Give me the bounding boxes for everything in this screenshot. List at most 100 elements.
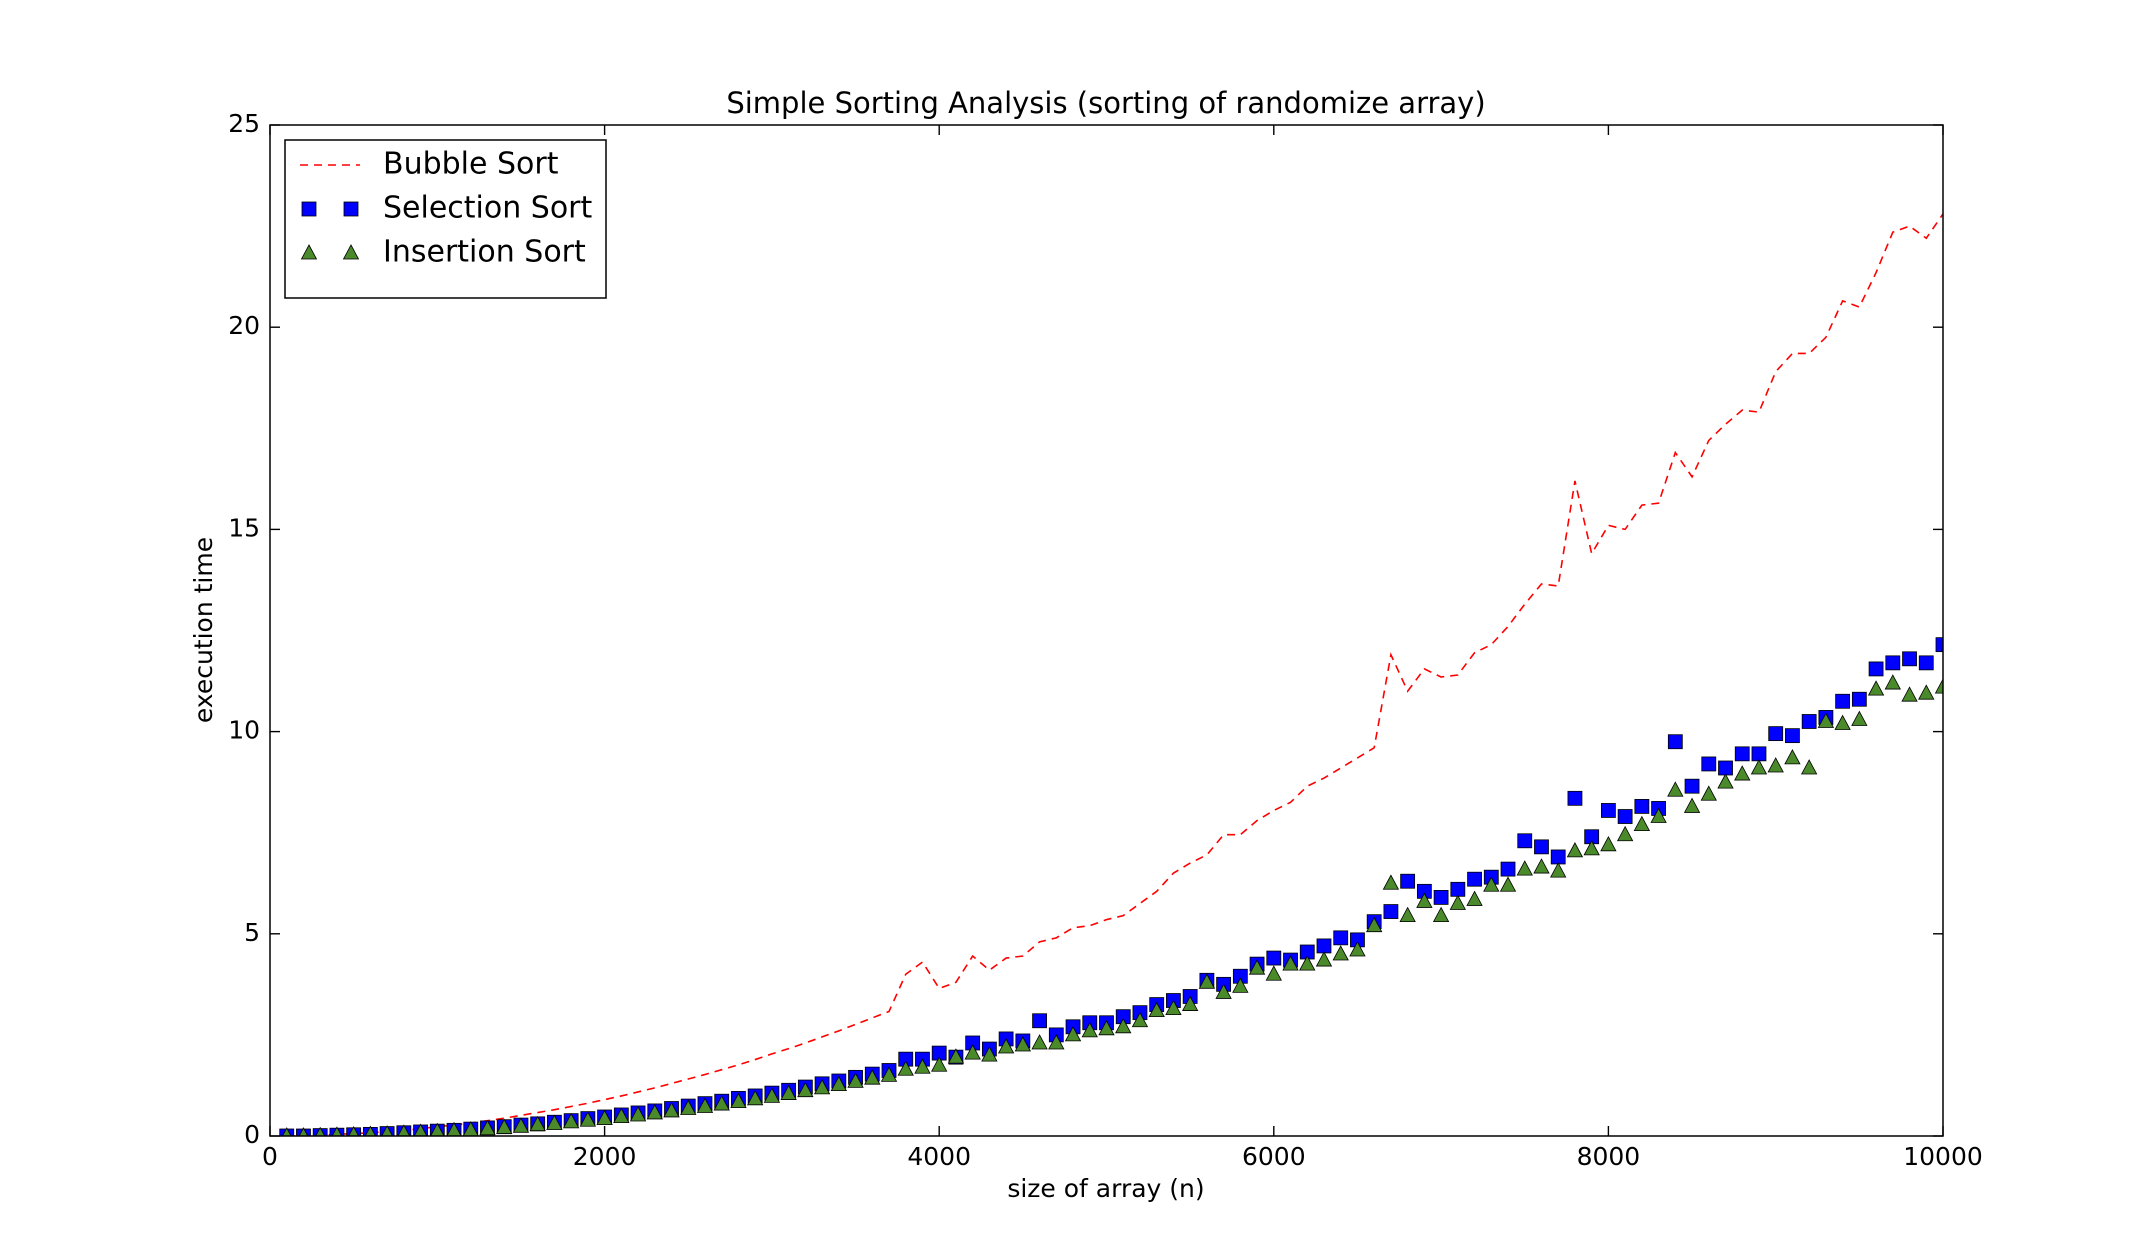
square-marker — [1450, 881, 1466, 897]
triangle-marker — [1901, 686, 1918, 702]
triangle-marker — [596, 1109, 613, 1126]
square-marker — [1684, 778, 1700, 794]
triangle-marker — [300, 244, 318, 260]
square-marker — [1885, 655, 1901, 671]
y-tick-label: 15 — [228, 513, 260, 542]
triangle-marker — [546, 1114, 563, 1130]
triangle-marker — [529, 1115, 546, 1132]
y-tick-label: 25 — [228, 109, 260, 138]
triangle-marker — [797, 1081, 814, 1098]
triangle-marker — [348, 1125, 360, 1136]
triangle-marker — [512, 1117, 530, 1133]
triangle-marker — [1633, 815, 1651, 832]
square-marker — [1433, 890, 1449, 905]
triangle-marker — [1282, 955, 1299, 971]
triangle-marker — [1817, 712, 1835, 728]
triangle-marker — [397, 1124, 411, 1136]
triangle-marker — [1884, 674, 1901, 690]
triangle-marker — [1416, 892, 1433, 908]
triangle-marker — [646, 1104, 663, 1120]
square-marker — [1902, 651, 1917, 667]
square-marker — [1634, 799, 1650, 814]
triangle-marker — [1616, 825, 1634, 842]
triangle-marker — [1516, 860, 1533, 876]
triangle-marker — [1366, 916, 1383, 933]
plot-frame — [269, 124, 1944, 1137]
triangle-marker — [1700, 785, 1717, 801]
triangle-marker — [496, 1118, 513, 1134]
triangle-marker — [1851, 710, 1868, 726]
triangle-marker — [1600, 835, 1617, 852]
triangle-marker — [1232, 977, 1249, 993]
triangle-marker — [1466, 890, 1483, 906]
triangle-marker — [847, 1072, 864, 1088]
triangle-marker — [1181, 995, 1199, 1011]
square-marker — [1617, 809, 1633, 824]
triangle-marker — [1800, 759, 1818, 775]
square-marker — [1835, 693, 1851, 709]
x-tick-label: 10000 — [1903, 1142, 1983, 1171]
triangle-marker — [1784, 749, 1801, 765]
triangle-marker — [1449, 894, 1466, 910]
square-marker — [301, 201, 317, 217]
triangle-marker — [1667, 781, 1684, 797]
triangle-marker — [1717, 773, 1734, 789]
y-tick-label: 20 — [228, 311, 260, 340]
triangle-marker — [579, 1111, 597, 1127]
x-axis-label: size of array (n) — [1007, 1174, 1204, 1203]
triangle-marker — [763, 1087, 781, 1103]
triangle-marker — [1048, 1034, 1065, 1050]
triangle-marker — [1198, 973, 1216, 989]
triangle-marker — [315, 1126, 326, 1136]
square-marker — [1333, 930, 1349, 946]
triangle-marker — [1115, 1017, 1132, 1034]
triangle-marker — [479, 1119, 496, 1136]
legend-label: Insertion Sort — [383, 235, 586, 270]
triangle-marker — [629, 1106, 647, 1122]
square-marker — [1517, 833, 1533, 849]
x-tick-label: 4000 — [907, 1142, 971, 1171]
triangle-marker — [1349, 941, 1366, 957]
square-marker — [1935, 637, 1943, 653]
y-tick-label: 0 — [244, 1120, 260, 1149]
triangle-marker — [696, 1097, 714, 1113]
triangle-marker — [1767, 757, 1784, 773]
triangle-marker — [897, 1060, 914, 1076]
square-marker — [1734, 746, 1750, 762]
triangle-marker — [1148, 1001, 1165, 1018]
triangle-marker — [1734, 765, 1751, 781]
triangle-marker — [931, 1056, 948, 1072]
square-marker — [1785, 728, 1800, 744]
legend-label: Bubble Sort — [383, 147, 559, 182]
square-marker — [1768, 726, 1784, 742]
triangle-marker — [1750, 759, 1768, 775]
square-marker — [1467, 871, 1482, 887]
x-tick-label: 0 — [262, 1142, 278, 1171]
square-marker — [1534, 839, 1549, 855]
square-marker — [1868, 661, 1884, 677]
triangle-marker — [864, 1069, 881, 1085]
square-marker — [1918, 655, 1934, 671]
triangle-marker — [413, 1123, 428, 1136]
square-marker — [1601, 803, 1616, 818]
triangle-marker — [1834, 714, 1851, 730]
square-marker — [1383, 904, 1399, 919]
triangle-marker — [562, 1113, 580, 1129]
triangle-marker — [281, 1127, 292, 1136]
triangle-marker — [997, 1038, 1015, 1054]
triangle-marker — [1064, 1026, 1082, 1042]
square-marker — [1316, 938, 1332, 954]
triangle-marker — [747, 1089, 764, 1106]
triangle-marker — [342, 244, 360, 260]
triangle-marker — [730, 1092, 747, 1109]
square-marker — [1400, 873, 1416, 889]
square-marker — [1567, 790, 1583, 806]
triangle-marker — [964, 1044, 981, 1060]
square-marker — [343, 201, 359, 217]
triangle-marker — [1014, 1036, 1032, 1052]
plot-area — [279, 213, 1943, 1136]
x-tick-label: 8000 — [1577, 1142, 1641, 1171]
chart-title: Simple Sorting Analysis (sorting of rand… — [726, 86, 1485, 120]
triangle-marker — [880, 1066, 898, 1082]
triangle-marker — [446, 1121, 462, 1136]
